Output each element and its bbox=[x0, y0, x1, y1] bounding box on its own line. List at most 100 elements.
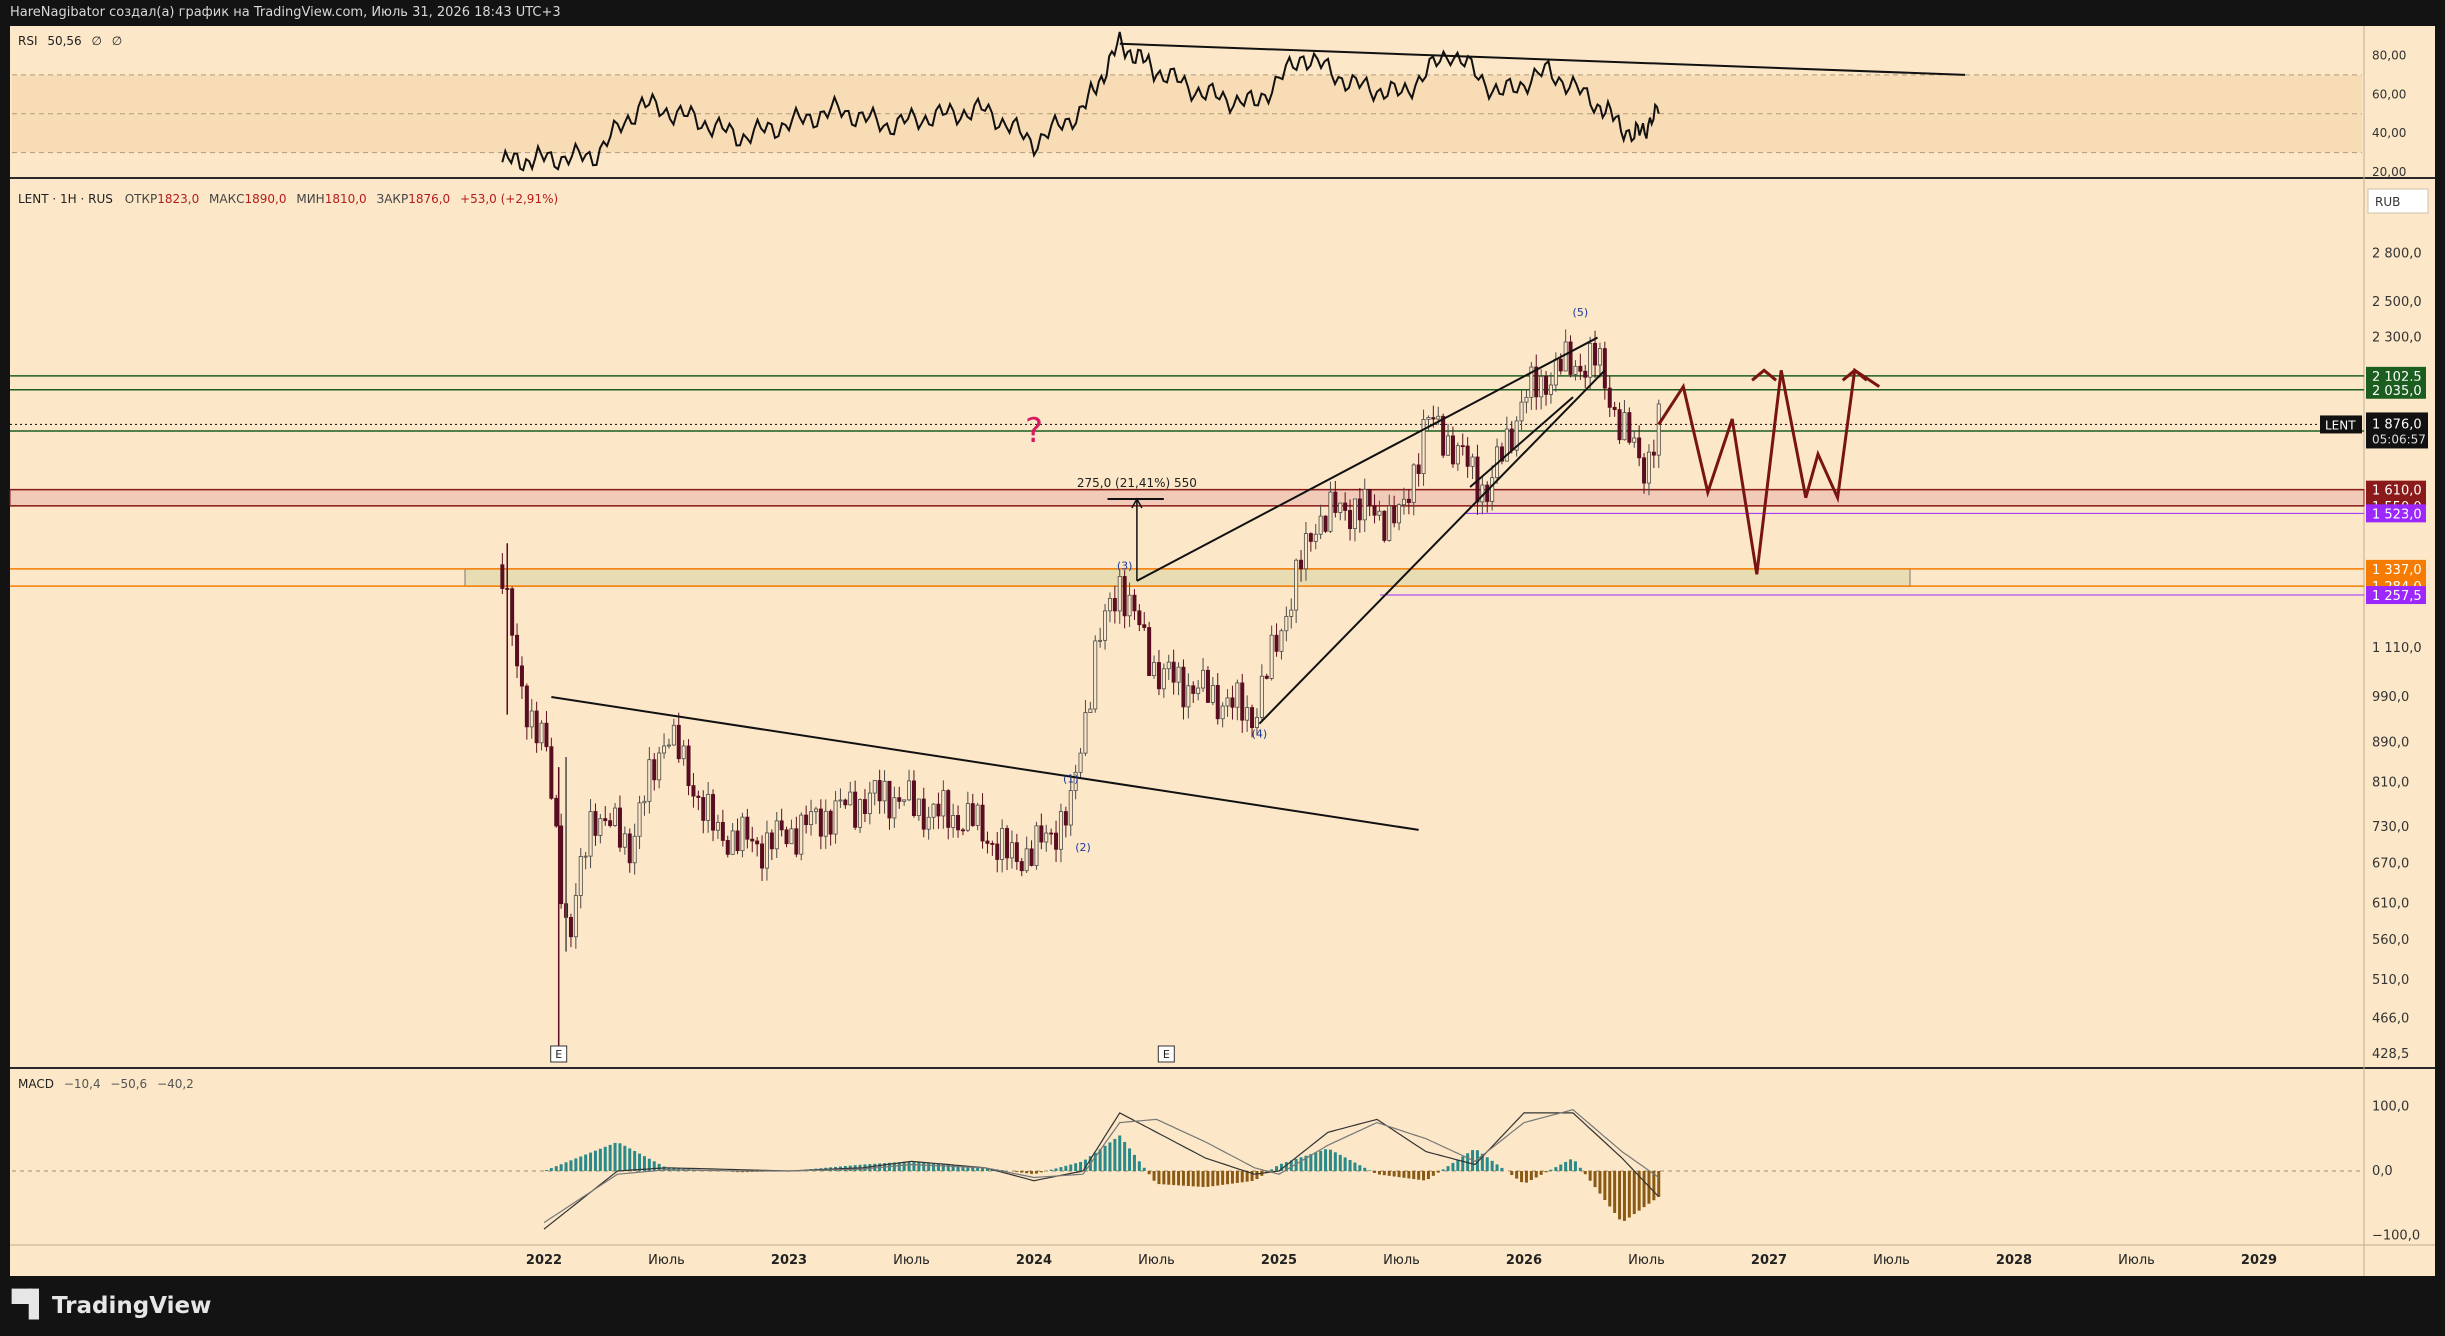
price-pane[interactable]: LENT · 1H · RUS ОТКР1823,0 МАКС1890,0 МИ… bbox=[9, 188, 2429, 1063]
rsi-trendline[interactable] bbox=[1119, 42, 1966, 76]
macd-histogram-bar bbox=[638, 1153, 642, 1171]
chart-canvas[interactable]: RSI 50,56 ∅ ∅ 80,00 60,00 40,00 20,00 LENT … bbox=[0, 26, 2445, 1276]
macd-label: MACD bbox=[18, 1077, 54, 1091]
wave-label-2: (2) bbox=[1075, 841, 1091, 854]
level-badge[interactable] bbox=[2366, 366, 2426, 385]
candle-body bbox=[990, 843, 995, 845]
symbol-price-badge bbox=[2320, 415, 2362, 434]
earnings-marker-box bbox=[1157, 1045, 1175, 1063]
macd-histogram-bar bbox=[1265, 1171, 1269, 1173]
footer-bar bbox=[0, 1276, 2445, 1336]
macd-histogram-bar bbox=[956, 1165, 960, 1171]
rsi-pane[interactable]: RSI 50,56 ∅ ∅ 80,00 60,00 40,00 20,00 bbox=[12, 31, 2406, 179]
level-badge-label: 1 337,0 bbox=[2372, 563, 2422, 578]
time-axis[interactable]: 2022 Июль 2023 Июль 2024 Июль 2025 Июль 2026 Июль… bbox=[526, 1253, 2277, 1268]
level-badge[interactable] bbox=[2366, 559, 2426, 578]
macd-histogram-bar bbox=[1510, 1171, 1514, 1176]
macd-histogram-bar bbox=[579, 1156, 583, 1171]
ohlc-low-value: 1810,0 bbox=[325, 192, 367, 206]
candle-body bbox=[1058, 811, 1063, 850]
macd-histogram-bar bbox=[917, 1161, 921, 1171]
macd-histogram-bar bbox=[1284, 1162, 1288, 1171]
macd-histogram-bar bbox=[652, 1161, 656, 1171]
price-tick-label: 810,0 bbox=[2372, 776, 2409, 791]
wave-label-3: (3) bbox=[1117, 560, 1133, 573]
candle-body bbox=[1166, 661, 1171, 670]
currency-badge[interactable] bbox=[2367, 188, 2429, 214]
candle-body bbox=[539, 722, 544, 744]
candle-body bbox=[1054, 832, 1059, 850]
macd-histogram-bar bbox=[1348, 1160, 1352, 1171]
candle-body bbox=[1377, 510, 1382, 516]
macd-histogram-bar bbox=[971, 1166, 975, 1171]
brand-logo[interactable]: ▀▌ TradingView bbox=[12, 1290, 211, 1320]
macd-histogram-bar bbox=[1270, 1169, 1274, 1171]
macd-histogram-bar bbox=[613, 1142, 617, 1171]
candle-body bbox=[1274, 634, 1279, 652]
candle-body bbox=[750, 838, 755, 842]
candle-body bbox=[1230, 697, 1235, 708]
candle-body bbox=[872, 780, 877, 794]
macd-histogram-bar bbox=[1456, 1159, 1460, 1171]
candle-body bbox=[1333, 491, 1338, 513]
candle-body bbox=[1235, 682, 1240, 708]
candle-body bbox=[544, 722, 549, 748]
candle-body bbox=[715, 821, 720, 831]
level-badge[interactable] bbox=[2366, 504, 2426, 523]
wedge-upper-line[interactable] bbox=[1136, 336, 1598, 582]
candle-body bbox=[1156, 662, 1161, 690]
macd-histogram-bar bbox=[1113, 1138, 1117, 1171]
candle-body bbox=[1617, 409, 1622, 441]
earnings-marker[interactable]: E bbox=[1157, 1045, 1175, 1063]
macd-histogram-bar bbox=[1441, 1169, 1445, 1171]
level-badge[interactable] bbox=[2366, 586, 2426, 605]
time-axis-label: Июль bbox=[1383, 1253, 1420, 1268]
candle-body bbox=[1539, 376, 1544, 398]
price-tick-label: 1 110,0 bbox=[2372, 641, 2422, 656]
candle-body bbox=[608, 820, 613, 826]
macd-histogram-bar bbox=[1324, 1149, 1328, 1171]
candle-body bbox=[1088, 708, 1093, 713]
wave-label-5: (5) bbox=[1573, 306, 1589, 319]
candle-body bbox=[720, 821, 725, 841]
candle-body bbox=[1142, 624, 1147, 628]
candle-body bbox=[1558, 358, 1563, 372]
candle-body bbox=[1107, 598, 1112, 612]
macd-histogram-bar bbox=[1162, 1171, 1166, 1185]
candle-body bbox=[975, 804, 980, 826]
candle-body bbox=[1597, 348, 1602, 366]
macd-histogram-bar bbox=[1632, 1171, 1636, 1215]
descending-trendline[interactable] bbox=[551, 696, 1419, 831]
candle-body bbox=[892, 797, 897, 819]
macd-pane[interactable]: MACD −10,4 −50,6 −40,2 100,0 0,0 −100,0 bbox=[12, 1077, 2420, 1244]
time-axis-label: Июль bbox=[1628, 1253, 1665, 1268]
candle-body bbox=[617, 807, 622, 848]
ohlc-close-key: ЗАКР bbox=[377, 192, 409, 206]
macd-histogram-bar bbox=[554, 1166, 558, 1171]
price-tick-label: 428,5 bbox=[2372, 1047, 2409, 1062]
earnings-marker[interactable]: E bbox=[550, 1045, 568, 1063]
wedge-lower-line[interactable] bbox=[1258, 369, 1606, 725]
candle-body bbox=[887, 780, 892, 819]
macd-histogram-bar bbox=[642, 1156, 646, 1171]
right-border bbox=[2435, 26, 2445, 1276]
macd-histogram-bar bbox=[1314, 1152, 1318, 1171]
wedge-inner-line[interactable] bbox=[1469, 396, 1574, 488]
macd-histogram-bar bbox=[569, 1160, 573, 1171]
candle-body bbox=[936, 803, 941, 817]
macd-histogram-bar bbox=[1608, 1171, 1612, 1207]
macd-histogram-bar bbox=[936, 1163, 940, 1171]
level-badge[interactable] bbox=[2366, 380, 2426, 399]
macd-histogram-bar bbox=[1064, 1165, 1068, 1171]
candle-body bbox=[1078, 752, 1083, 773]
candle-body bbox=[1637, 437, 1642, 459]
macd-histogram-bar bbox=[1436, 1171, 1440, 1173]
earnings-marker-box bbox=[550, 1045, 568, 1063]
candle-body bbox=[1632, 437, 1637, 443]
macd-histogram-bar bbox=[1524, 1171, 1528, 1183]
projection-path[interactable] bbox=[1657, 367, 1881, 575]
candle-body bbox=[1499, 446, 1504, 462]
macd-histogram-bar bbox=[1598, 1171, 1602, 1194]
candle-body bbox=[1068, 790, 1073, 826]
level-badge[interactable] bbox=[2366, 480, 2426, 499]
